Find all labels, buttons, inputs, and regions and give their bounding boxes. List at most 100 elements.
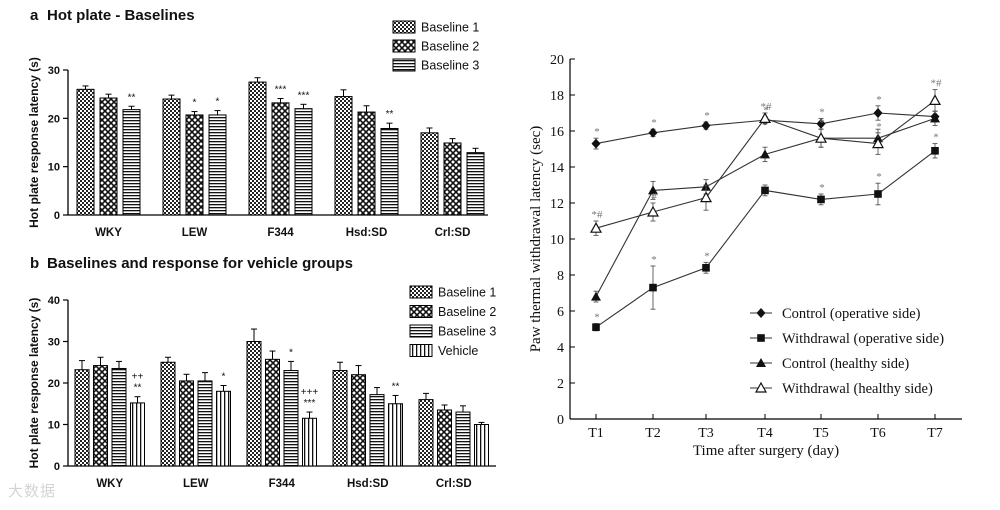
- panel-a-y-tick-label: 10: [48, 162, 60, 174]
- panel-a-y-tick-label: 0: [54, 210, 60, 222]
- point-control-healthy-side: [648, 185, 658, 195]
- line-chart-y-tick-label: 16: [550, 125, 564, 140]
- point-label-control-operative-side: *: [819, 106, 825, 118]
- point-withdrawal-operative-side: [874, 190, 882, 198]
- point-control-operative-side: [701, 120, 711, 131]
- panel-a-significance-mark: ***: [275, 85, 287, 96]
- point-label-withdrawal-healthy-side: *#: [931, 78, 943, 90]
- panel-b-bar-wky-baseline-1: [74, 369, 90, 467]
- legend-label-withdrawal-healthy-side: Withdrawal (healthy side): [782, 381, 933, 397]
- panel-b-bar-lew-vehicle: [216, 390, 231, 467]
- panel-a-category-label: WKY: [95, 227, 122, 239]
- panel-b-chart: 0 10 20 30 40 Hot plate response latency (s) W…: [27, 285, 496, 490]
- panel-b-bar-crl-sd-baseline-2: [437, 409, 452, 467]
- point-label-withdrawal-healthy-side: *#: [592, 209, 604, 221]
- panel-a-chart: 0 10 20 30 Hot plate response latency (s) WKY…: [27, 20, 488, 239]
- point-withdrawal-operative-side: [761, 186, 769, 195]
- panel-b-category-label: F344: [269, 478, 296, 490]
- panel-b-bar-f344-baseline-3: [283, 370, 299, 467]
- panel-b-significance-mark: **: [134, 383, 142, 394]
- panel-b-legend-swatch-vehicle: [409, 344, 433, 357]
- panel-b-bar-crl-sd-vehicle: [474, 424, 489, 467]
- line-chart-x-tick-label: T4: [757, 426, 773, 441]
- point-control-operative-side: [873, 108, 883, 118]
- line-chart-y-tick-label: 6: [557, 305, 564, 320]
- legend-label-withdrawal-operative-side: Withdrawal (operative side): [782, 331, 944, 347]
- legend-marker-withdrawal-healthy-side: [754, 381, 768, 393]
- panel-b-bar-f344-vehicle: [302, 417, 317, 467]
- point-label-control-operative-side: *: [651, 117, 657, 129]
- panel-b-significance-mark: *: [222, 371, 226, 382]
- panel-b-category-label: Crl:SD: [436, 478, 472, 490]
- panel-a-legend-swatch-baseline-2: [392, 39, 416, 53]
- point-label-withdrawal-operative-side: *: [651, 254, 657, 266]
- line-chart-y-tick-label: 10: [550, 233, 564, 248]
- point-label-control-operative-side: *: [704, 110, 710, 122]
- panel-a-bar-lew-baseline-2: [185, 114, 204, 216]
- point-withdrawal-healthy-side: [928, 94, 942, 105]
- panel-a-bar-lew-baseline-1: [162, 98, 181, 216]
- point-label-withdrawal-healthy-side: *: [876, 121, 882, 133]
- point-withdrawal-healthy-side: [699, 191, 713, 203]
- point-withdrawal-operative-side: [817, 195, 825, 204]
- panel-b-bar-hsd-sd-vehicle: [388, 403, 403, 467]
- panel-a-bar-hsd-sd-baseline-1: [334, 96, 353, 216]
- line-chart-x-tick-label: T6: [870, 426, 886, 441]
- point-label-withdrawal-operative-side: *: [876, 171, 882, 183]
- line-chart-x-tick-label: T2: [645, 426, 661, 441]
- panel-b-bar-f344-baseline-1: [246, 341, 262, 467]
- panel-a-y-tick-label: 30: [48, 65, 60, 77]
- line-chart-y-tick-label: 8: [557, 269, 564, 284]
- point-withdrawal-healthy-side: [646, 205, 660, 217]
- panel-b-bar-crl-sd-baseline-3: [455, 411, 471, 467]
- watermark: 大数据: [8, 482, 57, 500]
- point-control-operative-side: [816, 118, 826, 129]
- point-withdrawal-healthy-side: [871, 137, 885, 149]
- panel-b-category-label: LEW: [183, 478, 209, 490]
- point-label-withdrawal-healthy-side: #: [651, 191, 657, 203]
- panel-a-bar-wky-baseline-3: [122, 109, 141, 216]
- panel-a-letter: a: [30, 7, 39, 24]
- panel-c-chart: 0 2 4 6 8 10 12 14 16 18 20 T1 T2 T3 T4 T5 T6 T7 Time afte…: [528, 53, 962, 459]
- panel-a-significance-mark: ***: [298, 90, 310, 101]
- panel-b-legend-label-baseline-2: Baseline 2: [438, 305, 496, 319]
- panel-b-y-tick-label: 20: [48, 378, 60, 390]
- panel-a-bar-wky-baseline-2: [99, 97, 118, 216]
- panel-a-y-axis-label: Hot plate response latency (s): [27, 57, 41, 228]
- legend-label-control-operative-side: Control (operative side): [782, 306, 921, 322]
- point-withdrawal-operative-side: [649, 283, 657, 292]
- line-chart-x-tick-label: T7: [927, 426, 943, 441]
- panel-b-significance-mark: **: [392, 381, 400, 392]
- panel-a-y-tick-label: 20: [48, 113, 60, 125]
- panel-a-category-label: Hsd:SD: [346, 227, 388, 239]
- point-control-operative-side: [591, 138, 601, 149]
- legend-marker-control-healthy-side: [756, 358, 766, 367]
- panel-a-significance-mark: **: [386, 109, 394, 120]
- panel-b-y-tick-label: 10: [48, 420, 60, 432]
- point-withdrawal-healthy-side: [589, 221, 603, 233]
- panel-a-legend-label-baseline-2: Baseline 2: [421, 40, 479, 54]
- point-control-operative-side: [648, 127, 658, 138]
- point-label-control-operative-side: *: [763, 105, 769, 117]
- line-chart-y-tick-label: 2: [557, 377, 564, 392]
- panel-b-significance-mark: ++: [132, 372, 144, 383]
- panel-b-title: Baselines and response for vehicle group…: [47, 255, 353, 272]
- panel-a-bar-f344-baseline-3: [294, 108, 313, 216]
- panel-a-legend-label-baseline-1: Baseline 1: [421, 21, 479, 35]
- panel-a-bar-crl-sd-baseline-3: [466, 152, 485, 216]
- point-control-healthy-side: [930, 113, 940, 123]
- panel-b-bar-crl-sd-baseline-1: [418, 399, 434, 467]
- panel-a-category-label: Crl:SD: [435, 227, 471, 239]
- panel-b-bar-hsd-sd-baseline-2: [351, 374, 366, 467]
- panel-b-significance-mark: *: [289, 347, 293, 358]
- legend-label-control-healthy-side: Control (healthy side): [782, 356, 909, 372]
- panel-a-bar-f344-baseline-2: [271, 102, 290, 216]
- panel-b-legend-swatch-baseline-2: [409, 305, 433, 318]
- panel-a-significance-mark: *: [216, 97, 220, 108]
- panel-b-legend-label-baseline-1: Baseline 1: [438, 286, 496, 300]
- point-withdrawal-operative-side: [931, 147, 939, 155]
- point-label-withdrawal-operative-side: *: [594, 312, 600, 324]
- line-chart-y-tick-label: 18: [550, 89, 564, 104]
- point-label-withdrawal-operative-side: *: [933, 132, 939, 144]
